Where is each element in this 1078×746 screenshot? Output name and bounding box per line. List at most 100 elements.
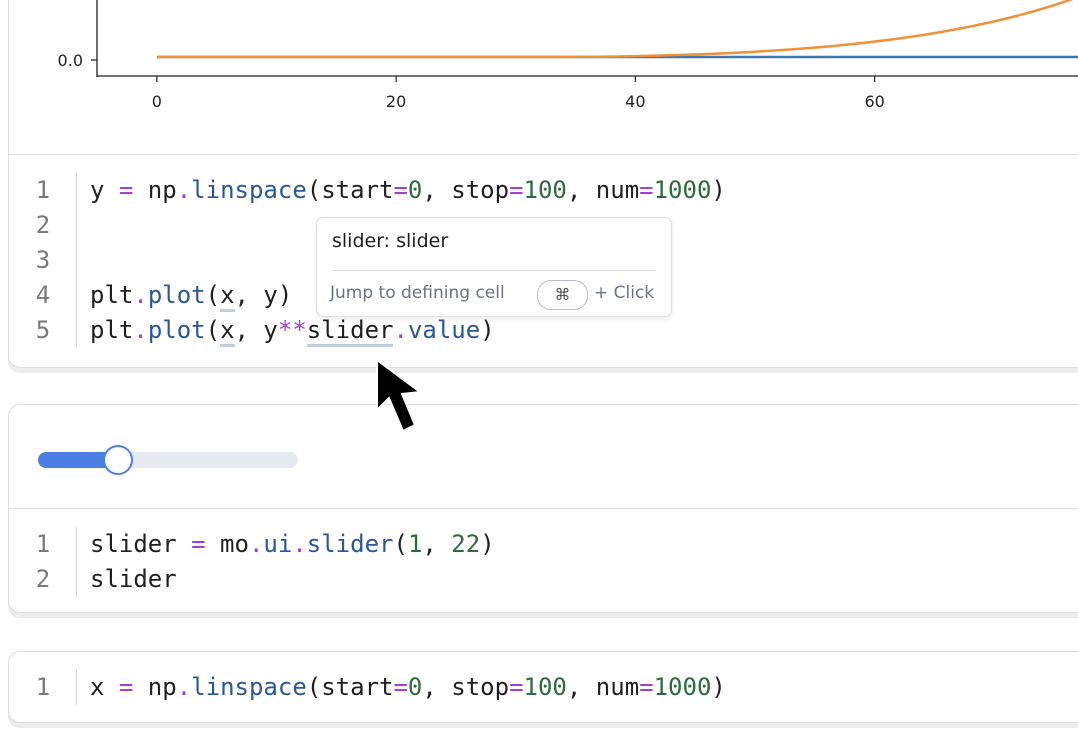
code-token: , y (234, 316, 278, 344)
code-token: . (248, 530, 264, 558)
code-token: , num (566, 673, 640, 701)
code-line: 1 slider = mo.ui.slider(1, 22) (0, 527, 1078, 562)
code-token: y (90, 176, 119, 204)
code-token: ( (393, 530, 408, 558)
code-token: 100 (523, 176, 567, 204)
code-token: np (133, 176, 177, 204)
cell-divider (8, 508, 1078, 509)
tooltip: slider: slider Jump to defining cell ⌘ +… (316, 217, 672, 317)
code-token: plt (90, 316, 134, 344)
code-token: 1 (407, 530, 423, 558)
code-token: 1000 (653, 176, 712, 204)
code-token: 0 (407, 176, 423, 204)
code-token: ( (205, 316, 221, 344)
line-number: 1 (35, 530, 51, 558)
plot-line-orange (157, 0, 1074, 59)
x-tick-label: 20 (386, 92, 406, 111)
code-text: plt.plot(x, y) (76, 278, 1078, 313)
code-token: = (393, 673, 408, 701)
code-token: ) (480, 530, 495, 558)
code-line: 4 plt.plot(x, y) (0, 278, 1078, 313)
linked-token[interactable]: slider (306, 316, 394, 347)
code-editor[interactable]: 1 slider = mo.ui.slider(1, 22) 2 slider (0, 527, 1078, 597)
tooltip-hint[interactable]: Jump to defining cell (330, 283, 505, 303)
code-text (76, 243, 1078, 278)
code-token: , num (566, 176, 640, 204)
code-token: = (509, 176, 524, 204)
code-token: . (176, 673, 192, 701)
code-token: = (191, 530, 206, 558)
line-number: 4 (35, 281, 51, 309)
code-token: ( (205, 281, 221, 309)
code-token: mo (205, 530, 249, 558)
code-token: x (90, 673, 119, 701)
code-token: plt (90, 281, 134, 309)
code-text: slider = mo.ui.slider(1, 22) (76, 527, 1078, 562)
code-token: slider (306, 530, 394, 558)
code-line: 3 (0, 243, 1078, 278)
x-tick-label: 60 (864, 92, 884, 111)
code-token: plot (147, 281, 206, 309)
code-token: . (133, 281, 148, 309)
code-token: ) (711, 176, 726, 204)
line-number: 2 (35, 211, 51, 239)
code-text: plt.plot(x, y**slider.value) (76, 313, 1078, 348)
line-number: 1 (35, 176, 51, 204)
code-token: 0 (407, 673, 423, 701)
code-token: ui (263, 530, 293, 558)
code-token: slider (90, 565, 177, 593)
code-line: 2 (0, 208, 1078, 243)
code-text: x = np.linspace(start=0, stop=100, num=1… (76, 670, 1078, 705)
code-token: plot (147, 316, 206, 344)
code-token: (start (306, 673, 394, 701)
code-token: value (407, 316, 481, 344)
linked-token[interactable]: x (220, 281, 235, 312)
line-number: 1 (35, 673, 51, 701)
code-token: . (176, 176, 192, 204)
x-cell (8, 651, 1078, 723)
code-token: , y) (234, 281, 293, 309)
code-token: np (133, 673, 177, 701)
code-token: = (118, 176, 134, 204)
x-tick-label: 0 (152, 92, 162, 111)
code-token: ) (711, 673, 726, 701)
code-token: (start (306, 176, 394, 204)
line-number: 3 (35, 246, 51, 274)
tooltip-title: slider: slider (332, 230, 449, 252)
code-token: slider (90, 530, 192, 558)
tooltip-key: ⌘ (537, 280, 588, 310)
code-text (76, 208, 1078, 243)
code-line: 2 slider (0, 562, 1078, 597)
code-token: . (393, 316, 408, 344)
slider-thumb[interactable] (103, 445, 133, 475)
y-tick-label: 0.0 (58, 51, 83, 70)
cursor-arrow (376, 358, 423, 433)
mouse-cursor (376, 358, 423, 433)
x-tick-label: 40 (625, 92, 645, 111)
cell-divider (8, 154, 1078, 155)
linked-token[interactable]: x (220, 316, 235, 347)
code-token: linspace (191, 673, 307, 701)
code-token: , stop (422, 176, 510, 204)
code-token: = (509, 673, 524, 701)
code-token: = (393, 176, 408, 204)
plot-output: 0 20 40 60 0.0 (58, 0, 1078, 111)
code-token: , stop (422, 673, 510, 701)
code-token: 100 (523, 673, 567, 701)
code-token: 1000 (653, 673, 712, 701)
code-line: 5 plt.plot(x, y**slider.value) (0, 313, 1078, 348)
code-token: = (639, 673, 654, 701)
code-text: y = np.linspace(start=0, stop=100, num=1… (76, 173, 1078, 208)
line-number: 5 (35, 316, 51, 344)
slider-fill (38, 452, 120, 468)
code-token: , (422, 530, 452, 558)
code-token: ** (277, 316, 307, 344)
code-token: = (118, 673, 134, 701)
code-token: = (639, 176, 654, 204)
code-token: linspace (191, 176, 307, 204)
